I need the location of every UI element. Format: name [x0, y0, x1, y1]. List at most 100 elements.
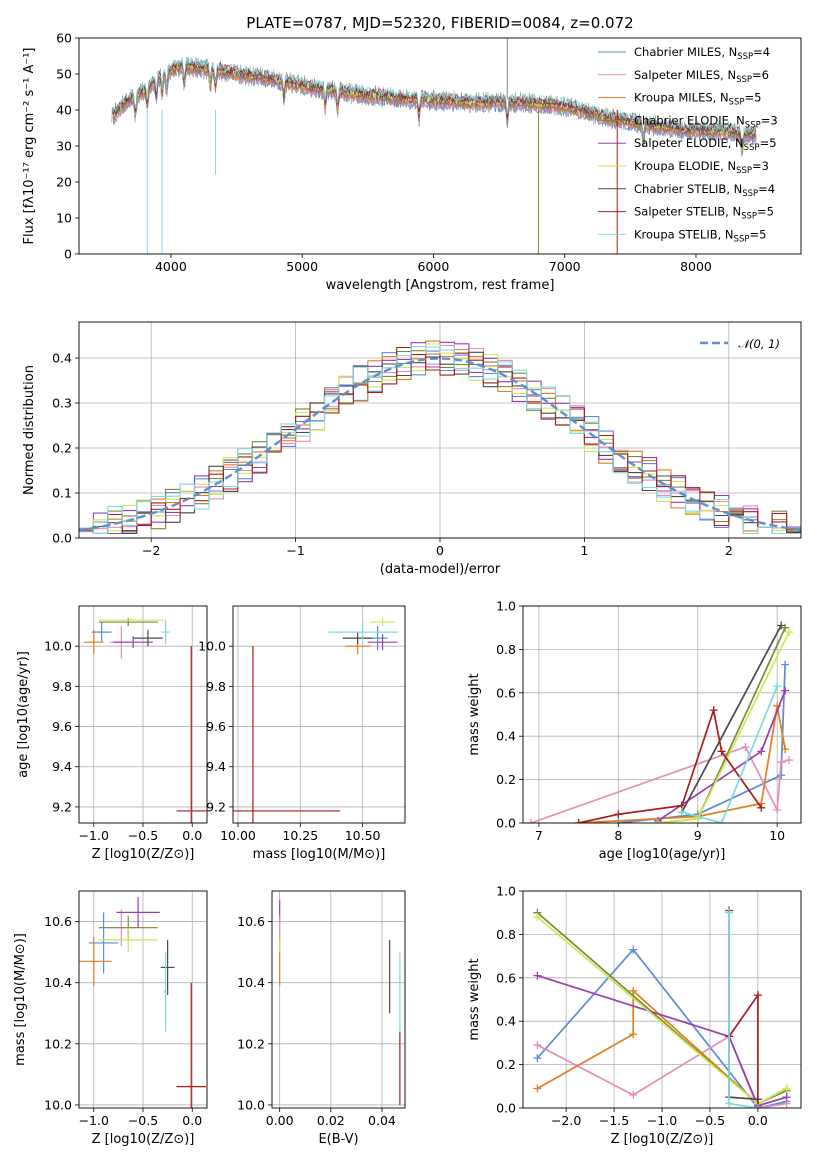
y-axis-label: Normed distribution: [22, 365, 37, 495]
x-tick-label: −1: [286, 543, 304, 558]
plot-area: [111, 38, 757, 254]
x-axis-label: (data-model)/error: [380, 562, 501, 577]
x-tick-label: 2: [725, 543, 733, 558]
y-axis-label: Flux [fλ10⁻¹⁷ erg cm⁻² s⁻¹ A⁻¹]: [22, 48, 37, 245]
plus-marker: [773, 682, 782, 691]
model-line-salpeter-stelib: [112, 59, 756, 148]
plot-area: [526, 621, 794, 823]
y-tick-label: 20: [56, 175, 72, 190]
y-tick-label: 9.6: [52, 719, 72, 734]
x-tick-label: 0.0: [748, 1113, 768, 1128]
axes-frame: [232, 605, 406, 824]
plot-area: [533, 906, 791, 1108]
weight-line-kroupa-stelib: [681, 685, 778, 823]
y-tick-label: 0.3: [52, 396, 72, 411]
x-axis-label: wavelength [Angstrom, rest frame]: [326, 278, 555, 293]
plus-marker: [533, 1084, 542, 1093]
plus-marker: [629, 1030, 638, 1039]
age-vs-metallicity-panel: −1.0 −0.5 0.0 9.2 9.4 9.6 9.8 10.0 Z [log10(Z/Z⊙…: [16, 605, 208, 862]
legend-label: Kroupa STELIB, NSSP=5: [634, 227, 766, 244]
figure-title: PLATE=0787, MJD=52320, FIBERID=0084, z=0…: [246, 14, 633, 32]
plus-marker: [725, 908, 734, 917]
y-tick-label: 9.6: [206, 719, 226, 734]
y-tick-label: 10.2: [237, 1036, 265, 1051]
x-tick-label: 0.00: [266, 1113, 294, 1128]
y-tick-label: 1.0: [496, 599, 516, 614]
model-line-kroupa-stelib: [112, 56, 756, 145]
plus-marker: [757, 803, 766, 812]
plus-marker: [753, 991, 762, 1000]
y-tick-label: 0.2: [52, 441, 72, 456]
weight-line-chabrier-elodie: [657, 627, 786, 823]
plot-area: [233, 618, 398, 823]
plus-marker: [781, 686, 790, 695]
x-axis-label: age [log10(age/yr)]: [599, 847, 726, 862]
plus-marker: [753, 1104, 762, 1108]
mass-weight-vs-age-panel: 7 8 9 10 0.0 0.2 0.4 0.6 0.8 1.0 age [log10(age/yr…: [467, 599, 802, 862]
y-axis-label: mass [log10(M/M⊙)]: [13, 933, 28, 1066]
plot-area: [83, 618, 207, 823]
y-axis-label: mass weight: [467, 673, 482, 755]
y-tick-label: 0.8: [496, 642, 516, 657]
plus-marker: [654, 819, 663, 823]
x-tick-label: 5000: [286, 259, 318, 274]
mass-vs-ebv-panel: 0.00 0.02 0.04 10.0 10.2 10.4 10.6 E(B-V): [237, 890, 406, 1147]
x-axis-label: Z [log10(Z/Z⊙)]: [611, 1132, 714, 1147]
y-tick-label: 0.2: [496, 1057, 516, 1072]
weight-line-salpeter-stelib: [578, 706, 762, 823]
plus-marker: [533, 1054, 542, 1063]
y-tick-label: 9.4: [206, 759, 226, 774]
histogram-step-salpeter-elodie: [79, 341, 801, 535]
x-axis-label: mass [log10(M/M⊙)]: [253, 847, 386, 862]
weight-line-chabrier-stelib: [681, 625, 782, 813]
y-tick-label: 0.2: [496, 772, 516, 787]
plus-marker: [629, 986, 638, 995]
residual-histogram-panel: −2 −1 0 1 2 0.0 0.1 0.2 0.3 0.4 (data-model)/error…: [22, 321, 802, 577]
legend-label: 𝒩(0, 1): [738, 337, 780, 351]
axes-frame: [271, 890, 406, 1109]
y-tick-label: 10.0: [198, 639, 226, 654]
x-tick-label: −0.5: [128, 828, 158, 843]
plus-marker: [741, 743, 750, 752]
x-tick-label: −0.5: [128, 1113, 158, 1128]
y-tick-label: 0: [64, 247, 72, 262]
y-axis-label: age [log10(age/yr)]: [16, 651, 31, 778]
y-tick-label: 0.1: [52, 486, 72, 501]
plus-marker: [574, 819, 583, 823]
plus-marker: [709, 706, 718, 715]
x-tick-label: 1: [580, 543, 588, 558]
y-tick-label: 9.8: [52, 679, 72, 694]
age-vs-mass-panel: 10.00 10.25 10.50 9.2 9.4 9.6 9.8 10.0 mass [log…: [198, 605, 406, 862]
y-tick-label: 10.4: [44, 975, 72, 990]
y-tick-label: 9.8: [206, 679, 226, 694]
y-tick-label: 40: [56, 103, 72, 118]
y-tick-label: 50: [56, 67, 72, 82]
x-tick-label: 10.25: [282, 828, 318, 843]
y-tick-label: 60: [56, 31, 72, 46]
y-tick-label: 30: [56, 139, 72, 154]
x-tick-label: 10: [769, 828, 785, 843]
plus-marker: [526, 819, 535, 823]
x-axis-label: E(B-V): [318, 1132, 358, 1147]
y-tick-label: 0.0: [52, 531, 72, 546]
normal-reference-curve: [79, 357, 801, 532]
x-tick-label: 0: [436, 543, 444, 558]
x-tick-label: 9: [694, 828, 702, 843]
y-tick-label: 10.0: [44, 1097, 72, 1112]
histogram-step-chabrier-stelib: [79, 351, 801, 535]
axes-frame: [522, 605, 802, 824]
legend-label: Chabrier MILES, NSSP=4: [634, 45, 770, 62]
legend-label: Chabrier ELODIE, NSSP=3: [634, 113, 778, 130]
plot-area: [79, 340, 801, 535]
x-tick-label: 10.50: [345, 828, 381, 843]
x-tick-label: 0.02: [317, 1113, 345, 1128]
x-tick-label: 4000: [155, 259, 187, 274]
y-tick-label: 0.0: [496, 816, 516, 831]
y-tick-label: 10.4: [237, 975, 265, 990]
legend-label: Salpeter ELODIE, NSSP=5: [634, 136, 777, 153]
x-tick-label: −1.0: [79, 828, 109, 843]
plus-marker: [533, 1041, 542, 1050]
plus-marker: [777, 621, 786, 630]
x-tick-label: −1.0: [647, 1113, 677, 1128]
